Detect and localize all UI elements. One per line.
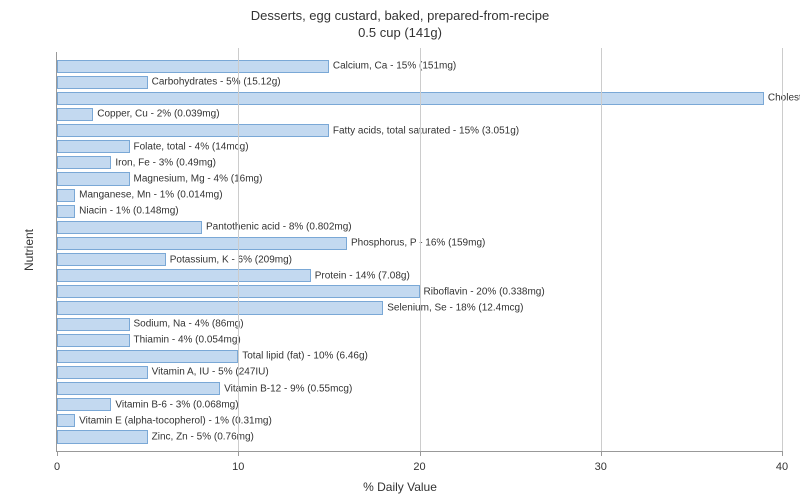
plot-area: Calcium, Ca - 15% (151mg) Carbohydrates -… bbox=[56, 52, 782, 452]
bar-label: Vitamin E (alpha-tocopherol) - 1% (0.31m… bbox=[79, 415, 272, 426]
bar bbox=[57, 60, 329, 73]
bar bbox=[57, 124, 329, 137]
bar bbox=[57, 414, 75, 427]
bar bbox=[57, 76, 148, 89]
x-tick-label: 20 bbox=[413, 461, 425, 473]
x-tick-mark bbox=[420, 451, 421, 456]
grid-line bbox=[238, 48, 239, 455]
bar-label: Copper, Cu - 2% (0.039mg) bbox=[97, 109, 219, 120]
bar-label: Phosphorus, P - 16% (159mg) bbox=[351, 238, 485, 249]
bar-label: Pantothenic acid - 8% (0.802mg) bbox=[206, 222, 352, 233]
title-line-2: 0.5 cup (141g) bbox=[0, 25, 800, 42]
bar bbox=[57, 301, 383, 314]
bar bbox=[57, 269, 311, 282]
bar bbox=[57, 221, 202, 234]
x-tick-label: 40 bbox=[776, 461, 788, 473]
plot-inner: Calcium, Ca - 15% (151mg) Carbohydrates -… bbox=[56, 52, 782, 452]
bar-label: Cholesterol - 39% (118mg) bbox=[768, 93, 800, 104]
bar bbox=[57, 334, 130, 347]
title-line-1: Desserts, egg custard, baked, prepared-f… bbox=[0, 8, 800, 25]
bar bbox=[57, 92, 764, 105]
bar-label: Total lipid (fat) - 10% (6.46g) bbox=[242, 351, 368, 362]
x-tick-label: 30 bbox=[595, 461, 607, 473]
bar bbox=[57, 382, 220, 395]
bar-label: Protein - 14% (7.08g) bbox=[315, 270, 410, 281]
bar-label: Potassium, K - 6% (209mg) bbox=[170, 254, 292, 265]
bar-label: Calcium, Ca - 15% (151mg) bbox=[333, 61, 456, 72]
x-tick-label: 0 bbox=[54, 461, 60, 473]
bar-label: Thiamin - 4% (0.054mg) bbox=[134, 335, 241, 346]
bar-label: Fatty acids, total saturated - 15% (3.05… bbox=[333, 125, 519, 136]
bar bbox=[57, 366, 148, 379]
bar bbox=[57, 156, 111, 169]
bar bbox=[57, 172, 130, 185]
chart-title: Desserts, egg custard, baked, prepared-f… bbox=[0, 0, 800, 42]
bar bbox=[57, 253, 166, 266]
x-tick-mark bbox=[601, 451, 602, 456]
bar-label: Selenium, Se - 18% (12.4mcg) bbox=[387, 302, 523, 313]
bar bbox=[57, 237, 347, 250]
bar-label: Riboflavin - 20% (0.338mg) bbox=[424, 286, 545, 297]
y-axis-label: Nutrient bbox=[22, 229, 36, 271]
bar bbox=[57, 108, 93, 121]
bar-label: Sodium, Na - 4% (86mg) bbox=[134, 319, 244, 330]
nutrient-chart: Desserts, egg custard, baked, prepared-f… bbox=[0, 0, 800, 500]
bar-label: Niacin - 1% (0.148mg) bbox=[79, 206, 178, 217]
x-tick-mark bbox=[57, 451, 58, 456]
bar-label: Vitamin B-6 - 3% (0.068mg) bbox=[115, 399, 238, 410]
bar-label: Magnesium, Mg - 4% (16mg) bbox=[134, 173, 263, 184]
x-tick-mark bbox=[238, 451, 239, 456]
bar-label: Iron, Fe - 3% (0.49mg) bbox=[115, 157, 216, 168]
bar-label: Folate, total - 4% (14mcg) bbox=[134, 141, 249, 152]
x-tick-mark bbox=[782, 451, 783, 456]
bar bbox=[57, 430, 148, 443]
grid-line bbox=[601, 48, 602, 455]
bar bbox=[57, 318, 130, 331]
bar-label: Carbohydrates - 5% (15.12g) bbox=[152, 77, 281, 88]
bar bbox=[57, 350, 238, 363]
grid-line bbox=[782, 48, 783, 455]
x-axis-label: % Daily Value bbox=[0, 480, 800, 494]
bar bbox=[57, 140, 130, 153]
bar bbox=[57, 398, 111, 411]
bar bbox=[57, 189, 75, 202]
grid-line bbox=[420, 48, 421, 455]
bar bbox=[57, 205, 75, 218]
bar-label: Vitamin B-12 - 9% (0.55mcg) bbox=[224, 383, 352, 394]
x-tick-label: 10 bbox=[232, 461, 244, 473]
bar-label: Manganese, Mn - 1% (0.014mg) bbox=[79, 190, 222, 201]
bar-label: Vitamin A, IU - 5% (247IU) bbox=[152, 367, 269, 378]
